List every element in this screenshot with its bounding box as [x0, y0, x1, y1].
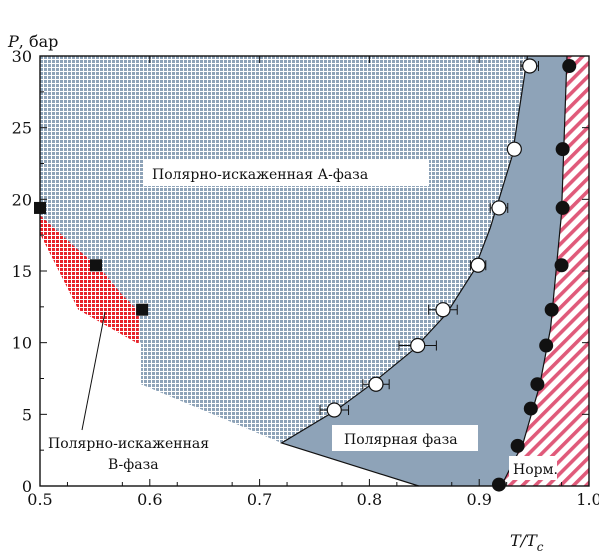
- open-circle-point: [506, 141, 522, 157]
- boundary-a-polar: [280, 55, 529, 487]
- filled-circle-point: [544, 302, 559, 317]
- filled-square-point: [136, 303, 149, 316]
- y-tick-label: 5: [22, 405, 32, 424]
- label-bg-a-phase: [143, 160, 429, 186]
- y-tick-label: 15: [12, 262, 32, 281]
- filled-circle-point: [523, 401, 538, 416]
- filled-circle-point: [555, 200, 570, 215]
- open-circle-point: [435, 302, 451, 318]
- filled-circle-point: [554, 258, 569, 273]
- filled-circle-point: [530, 377, 545, 392]
- x-tick-label: 0.5: [27, 490, 52, 509]
- y-tick-label: 30: [12, 47, 32, 66]
- label-polar: Полярная фаза: [344, 432, 458, 448]
- label-a-phase: Полярно-искаженная А-фаза: [152, 167, 368, 183]
- region-polar-distorted-a: [40, 56, 528, 443]
- y-tick-label: 25: [12, 119, 32, 138]
- label-b-phase-line2: B-фаза: [108, 457, 159, 473]
- x-tick-label: 0.7: [247, 490, 272, 509]
- region-normal: [501, 56, 589, 486]
- open-circle-point: [470, 257, 486, 273]
- y-tick-label: 10: [12, 334, 32, 353]
- label-normal: Норм.: [513, 462, 558, 478]
- x-tick-label: 0.6: [137, 490, 162, 509]
- filled-circle-point: [539, 338, 554, 353]
- open-circle-point: [522, 58, 538, 74]
- open-circle-point: [368, 376, 384, 392]
- filled-circle-point: [491, 477, 506, 492]
- open-circle-point: [410, 337, 426, 354]
- filled-circle-point: [510, 438, 525, 453]
- x-axis-title: T/Tc: [510, 531, 544, 551]
- filled-circle-point: [555, 142, 570, 157]
- open-circle-point: [326, 402, 342, 418]
- y-tick-label: 20: [12, 190, 32, 209]
- filled-square-point: [89, 259, 102, 272]
- x-tick-label: 1.0: [576, 490, 599, 509]
- b-phase-leader-line: [81, 311, 106, 431]
- x-tick-label: 0.8: [357, 490, 382, 509]
- label-b-phase-line1: Полярно-искаженная: [48, 436, 209, 452]
- y-tick-label: 0: [22, 477, 32, 496]
- label-bg-normal: [509, 456, 557, 480]
- region-polar-distorted-b: [40, 215, 139, 345]
- open-circle-point: [491, 200, 507, 216]
- region-polar: [281, 56, 567, 486]
- y-axis-title: P, бар: [7, 32, 58, 51]
- label-bg-polar: [332, 425, 478, 451]
- filled-circle-point: [562, 59, 577, 74]
- x-tick-label: 0.9: [466, 490, 491, 509]
